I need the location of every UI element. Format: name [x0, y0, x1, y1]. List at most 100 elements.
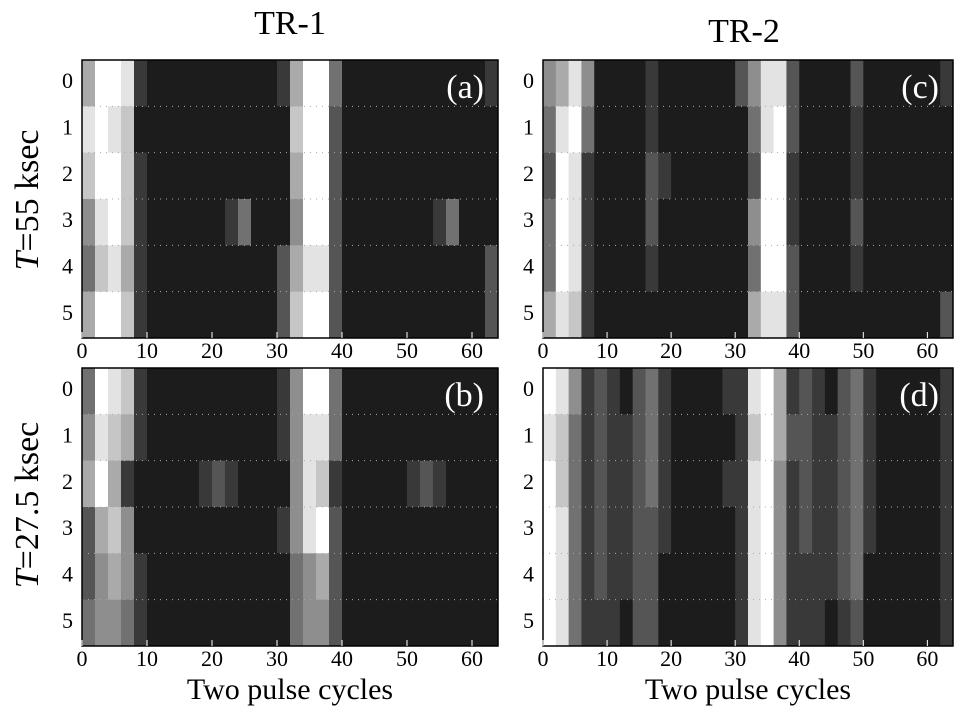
panel-label: (a)	[446, 69, 484, 106]
panel	[542, 367, 954, 647]
heat-cell	[888, 106, 903, 154]
x-tick-label: 20	[660, 646, 682, 671]
heat-cell	[199, 291, 213, 339]
heat-cell	[199, 199, 213, 246]
heat-cell	[645, 368, 659, 415]
heat-cell	[225, 60, 239, 107]
heat-cell	[381, 507, 395, 554]
heat-cell	[914, 599, 928, 647]
heat-cell	[850, 507, 864, 554]
heat-cell	[876, 291, 890, 339]
heat-cell	[485, 60, 499, 107]
heat-cell	[543, 368, 557, 415]
x-tick-label: 20	[201, 646, 223, 671]
heat-cell	[433, 368, 447, 415]
heat-cell	[238, 599, 252, 647]
heat-cell	[277, 553, 291, 601]
heat-cell	[108, 507, 122, 554]
heat-cell	[433, 507, 447, 554]
heat-cell	[735, 507, 749, 554]
heat-cell	[485, 106, 499, 154]
heat-cell	[658, 106, 672, 154]
heat-cell	[914, 152, 928, 200]
heat-cell	[748, 599, 762, 647]
y-tick-label: 4	[62, 254, 73, 279]
heat-cell	[303, 245, 317, 293]
heat-cell	[927, 106, 941, 154]
heat-cell	[863, 368, 877, 415]
y-tick-label: 1	[523, 115, 534, 140]
row-title-text: =55 ksec	[9, 129, 46, 251]
heat-cell	[160, 291, 174, 339]
y-tick-label: 0	[62, 376, 73, 401]
heat-cell	[394, 460, 408, 508]
heat-cell	[238, 460, 252, 508]
heat-cell	[696, 60, 710, 107]
heat-cell	[632, 152, 646, 200]
x-tick-label: 50	[852, 338, 874, 363]
y-tick-label: 4	[523, 562, 534, 587]
heat-cell	[735, 152, 749, 200]
y-tick-label: 2	[62, 161, 73, 186]
heat-cell	[446, 106, 460, 154]
heat-cell	[799, 291, 813, 339]
heat-cell	[238, 553, 252, 601]
heat-cell	[199, 507, 213, 554]
heat-cell	[786, 507, 800, 554]
x-tick-label: 60	[461, 646, 483, 671]
heat-cell	[303, 60, 317, 107]
heat-cell	[212, 507, 226, 554]
heat-cell	[671, 245, 685, 293]
y-tick-label: 1	[523, 423, 534, 448]
heat-cell	[735, 60, 749, 107]
heat-cell	[837, 368, 851, 415]
heat-cell	[594, 291, 608, 339]
heat-cell	[95, 599, 109, 647]
heat-cell	[368, 460, 382, 508]
heat-cell	[212, 199, 226, 246]
heat-cell	[316, 152, 330, 200]
heat-cell	[433, 199, 447, 246]
heat-cell	[264, 460, 278, 508]
heat-cell	[735, 291, 749, 339]
heat-cell	[876, 553, 890, 601]
heat-cell	[799, 60, 813, 107]
heat-cell	[773, 291, 787, 339]
x-tick-label: 60	[461, 338, 483, 363]
heat-cell	[251, 106, 265, 154]
heat-cell	[199, 245, 213, 293]
heat-cell	[420, 507, 434, 554]
heat-cell	[381, 291, 395, 339]
heat-cell	[683, 245, 698, 293]
heat-cell	[108, 368, 122, 415]
heat-cell	[863, 60, 877, 107]
heat-cell	[329, 414, 343, 462]
heat-cell	[459, 553, 473, 601]
heat-cell	[824, 152, 839, 200]
heat-cell	[446, 291, 460, 339]
heat-cell	[160, 599, 174, 647]
heat-cell	[824, 291, 839, 339]
heat-cell	[607, 507, 621, 554]
y-tick-label: 0	[523, 376, 534, 401]
heat-cell	[645, 414, 659, 462]
heat-cell	[446, 245, 460, 293]
heat-cell	[472, 414, 486, 462]
heat-cell	[355, 152, 369, 200]
heat-cell	[748, 368, 762, 415]
heat-cell	[735, 245, 749, 293]
heat-cell	[459, 599, 473, 647]
heat-cell	[277, 245, 291, 293]
heat-cell	[134, 199, 148, 246]
heat-cell	[355, 291, 369, 339]
heat-cell	[632, 199, 646, 246]
heat-cell	[147, 599, 161, 647]
heat-cell	[812, 291, 826, 339]
heat-cell	[581, 291, 595, 339]
heat-cell	[290, 199, 304, 246]
heat-cell	[748, 60, 762, 107]
y-tick-label: 5	[523, 608, 534, 633]
heat-cell	[594, 245, 608, 293]
heat-cell	[914, 368, 928, 415]
heat-cell	[543, 199, 557, 246]
